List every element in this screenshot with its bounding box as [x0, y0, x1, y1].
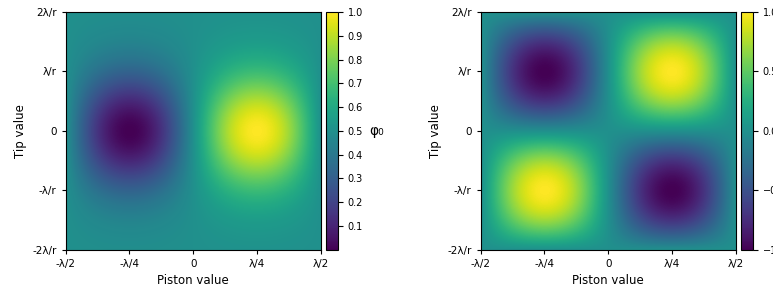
- X-axis label: Piston value: Piston value: [572, 275, 644, 287]
- Y-axis label: φ₀: φ₀: [369, 124, 384, 138]
- Y-axis label: Tip value: Tip value: [429, 104, 441, 158]
- Y-axis label: Tip value: Tip value: [14, 104, 27, 158]
- X-axis label: Piston value: Piston value: [158, 275, 229, 287]
